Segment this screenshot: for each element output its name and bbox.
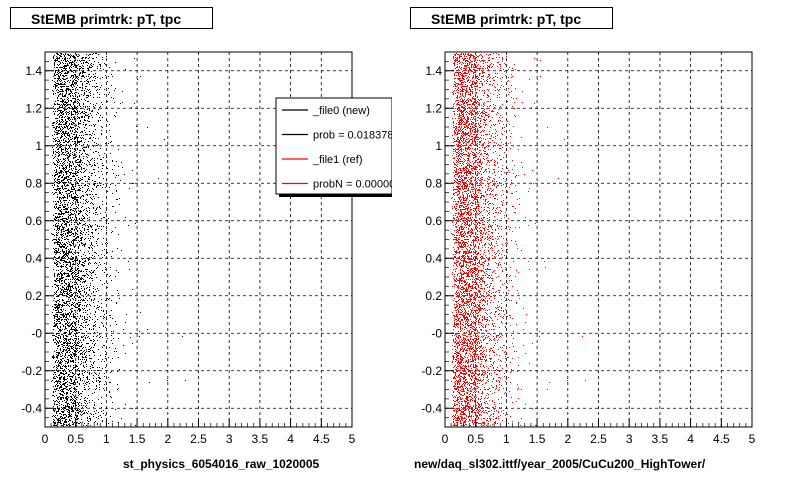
x-tick-label: 3 [226,432,233,446]
x-tick-label: 2 [164,432,171,446]
x-tick-label: 1.5 [529,432,546,446]
y-tick-label: 0.6 [25,214,42,228]
x-tick-label: 3 [626,432,633,446]
y-tick-label: -0 [31,326,42,340]
left-plot-footer: st_physics_6054016_raw_1020005 [123,457,320,471]
x-tick-label: 1 [103,432,110,446]
x-tick-label: 4.5 [713,432,730,446]
x-tick-label: 4.5 [313,432,330,446]
x-tick-label: 2.5 [190,432,207,446]
x-tick-label: 1.5 [129,432,146,446]
y-tick-label: -0.4 [21,401,42,415]
legend-entry-label: probN = 0.00000 [313,179,395,191]
left-plot-title: StEMB primtrk: pT, tpc [10,7,213,29]
x-tick-label: 0 [42,432,49,446]
y-tick-label: 0.2 [25,289,42,303]
x-tick-label: 5 [749,432,756,446]
x-tick-label: 3.5 [252,432,269,446]
x-tick-label: 2 [564,432,571,446]
y-tick-label: 0.2 [425,289,442,303]
legend-entry-label: _file0 (new) [312,105,370,117]
y-tick-label: -0.2 [421,364,442,378]
y-tick-label: 0.4 [425,251,442,265]
right-plot-footer: new/daq_sl302.ittf/year_2005/CuCu200_Hig… [414,457,706,471]
y-tick-label: -0.4 [421,401,442,415]
x-tick-label: 3.5 [652,432,669,446]
x-tick-label: 5 [349,432,356,446]
y-tick-label: 1.4 [25,64,42,78]
x-tick-label: 0 [442,432,449,446]
points-file1-ref [451,53,586,426]
legend-entry-label: prob = 0.018378 [313,130,393,142]
points-file0-new [51,53,186,426]
right-plot-title: StEMB primtrk: pT, tpc [410,7,613,29]
y-tick-label: 0.4 [25,251,42,265]
x-tick-label: 4 [687,432,694,446]
y-tick-label: 1 [35,139,42,153]
legend-frame [275,97,392,195]
x-tick-label: 2.5 [590,432,607,446]
x-tick-label: 0.5 [467,432,484,446]
y-tick-label: 1.4 [425,64,442,78]
axes: 0 0.5 1 1.5 2 2.5 3 3.5 4 4.5 5 -0.4 -0.2 -0 0.2 0.4 0.6… [21,51,756,446]
y-tick-label: 1 [435,139,442,153]
y-tick-label: 1.2 [425,101,442,115]
legend-entry-label: _file1 (ref) [312,154,363,166]
y-tick-label: 0.8 [425,176,442,190]
y-tick-label: 0.8 [25,176,42,190]
x-tick-label: 0.5 [67,432,84,446]
y-tick-label: -0 [431,326,442,340]
x-tick-label: 4 [287,432,294,446]
y-tick-label: -0.2 [21,364,42,378]
y-tick-label: 0.6 [425,214,442,228]
y-tick-label: 1.2 [25,101,42,115]
legend-box: _file0 (new) prob = 0.018378 _file1 (ref) p… [275,97,395,197]
x-tick-label: 1 [503,432,510,446]
scatter-points [51,53,586,426]
